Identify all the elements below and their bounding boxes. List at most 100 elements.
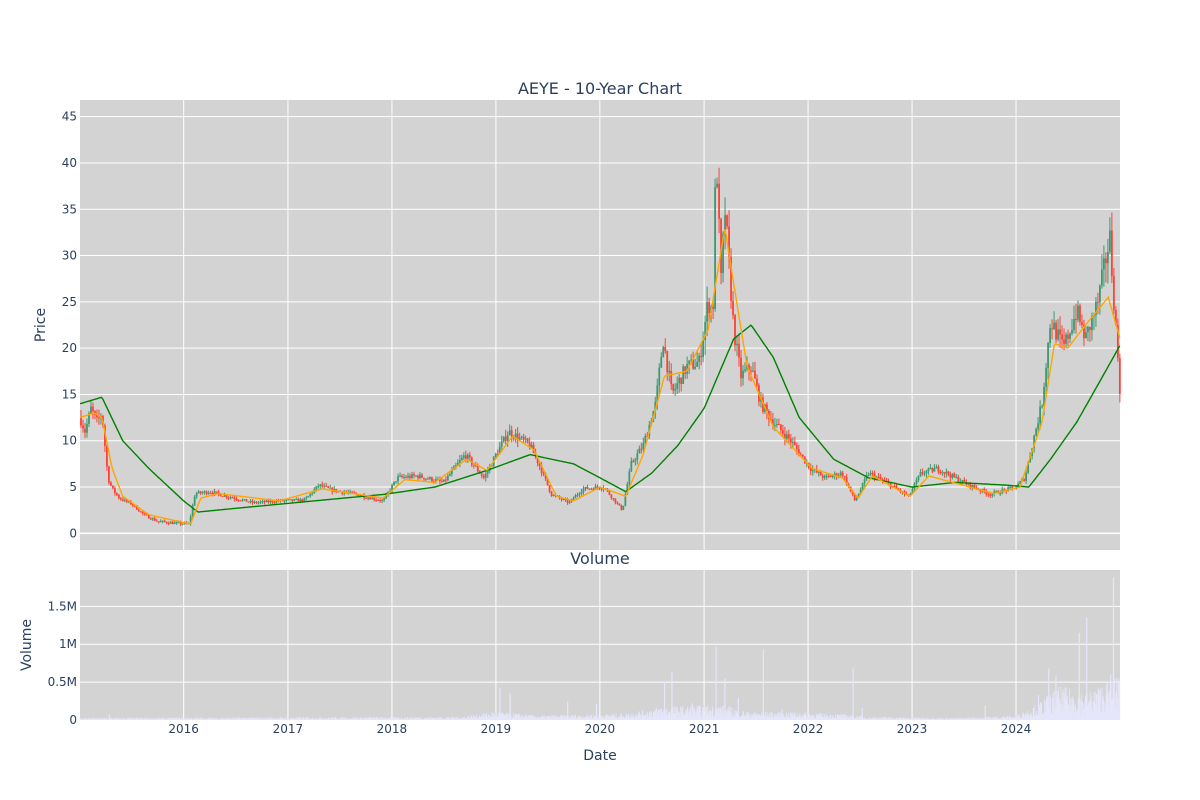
volume-bar — [181, 718, 182, 720]
volume-bar-spike — [671, 671, 673, 720]
volume-bar — [823, 717, 824, 720]
volume-bar — [1005, 718, 1007, 720]
volume-bar — [642, 709, 644, 720]
volume-bar — [166, 719, 167, 720]
volume-bar — [98, 718, 100, 720]
candle-body — [548, 485, 551, 492]
volume-bar — [940, 717, 942, 720]
volume-bar — [744, 716, 746, 720]
volume-bar — [352, 717, 354, 720]
volume-bar — [249, 718, 251, 720]
candle-body — [1009, 486, 1012, 488]
candle-body — [175, 522, 178, 524]
volume-bar — [606, 715, 608, 720]
candle-body — [401, 475, 403, 478]
volume-bar — [570, 718, 571, 720]
volume-bar — [456, 719, 458, 720]
volume-bar — [132, 717, 134, 720]
volume-bar — [963, 718, 965, 720]
volume-bar — [539, 717, 541, 720]
candle-body — [684, 366, 687, 374]
volume-bar — [540, 717, 542, 720]
volume-bar — [253, 717, 255, 720]
volume-bar — [171, 717, 173, 720]
volume-bar — [161, 718, 162, 720]
volume-bar — [1070, 699, 1072, 720]
volume-bar — [841, 717, 843, 720]
volume-bar — [1082, 710, 1084, 720]
volume-bar — [120, 718, 122, 720]
candle-body — [255, 501, 258, 503]
volume-bar — [212, 717, 214, 720]
volume-bar — [435, 719, 436, 720]
volume-bar — [701, 716, 702, 720]
candle-body — [732, 301, 734, 316]
volume-bar — [472, 718, 474, 720]
volume-bar — [1085, 696, 1086, 720]
volume-bar — [840, 714, 841, 720]
volume-bar — [792, 713, 794, 720]
volume-bar — [349, 719, 351, 720]
candle-body — [552, 494, 555, 496]
volume-bar — [1045, 711, 1047, 720]
candle-body — [207, 492, 210, 494]
volume-bar — [187, 718, 189, 720]
candle-body — [423, 477, 425, 480]
volume-bar — [951, 717, 953, 720]
volume-bar — [233, 719, 235, 720]
volume-bar — [235, 717, 236, 720]
volume-bar — [892, 718, 893, 720]
volume-bar — [660, 708, 662, 720]
volume-bar — [388, 718, 390, 720]
volume-bar — [468, 716, 469, 720]
volume-bar — [175, 717, 177, 720]
volume-bar — [791, 713, 792, 720]
volume-bar — [224, 718, 226, 720]
candle-body — [289, 499, 292, 501]
volume-bar — [548, 716, 550, 720]
volume-bar — [668, 711, 669, 720]
candle-body — [578, 493, 581, 495]
candle-body — [454, 465, 457, 467]
volume-bar — [588, 716, 590, 720]
volume-bar — [632, 713, 634, 720]
candle-body — [841, 472, 844, 477]
candle-body — [897, 488, 900, 490]
candle-body — [1019, 481, 1022, 484]
candle-body — [1112, 276, 1115, 311]
volume-bar — [793, 712, 795, 720]
candle-body — [740, 357, 742, 379]
volume-bar — [942, 719, 944, 720]
candle-body — [714, 187, 716, 309]
candle-body — [646, 435, 649, 437]
volume-bar — [304, 718, 305, 720]
volume-bar — [494, 716, 496, 720]
volume-bar — [899, 717, 901, 720]
volume-bar — [517, 713, 519, 720]
candle-body — [197, 491, 200, 494]
volume-bar — [138, 718, 140, 720]
volume-bar — [128, 718, 129, 720]
volume-bar — [1072, 696, 1073, 720]
volume-bar — [845, 715, 847, 720]
volume-bar — [289, 717, 291, 720]
x-tick-label: 2023 — [897, 722, 928, 736]
volume-bar — [344, 717, 346, 720]
volume-bar — [449, 718, 451, 720]
volume-bar — [87, 719, 89, 720]
volume-bar — [681, 707, 683, 720]
volume-bar — [491, 712, 493, 720]
volume-bar — [574, 717, 575, 720]
volume-bar — [467, 716, 468, 720]
volume-bar — [217, 719, 219, 720]
candle-body — [407, 475, 409, 478]
volume-bar — [299, 717, 301, 720]
volume-bar — [431, 717, 433, 720]
volume-bar — [754, 713, 756, 720]
volume-bar — [1100, 712, 1102, 720]
volume-bar — [346, 717, 348, 720]
volume-bar — [188, 718, 190, 720]
volume-bar — [882, 717, 884, 720]
volume-bar — [452, 718, 454, 720]
candle-body — [239, 500, 242, 502]
